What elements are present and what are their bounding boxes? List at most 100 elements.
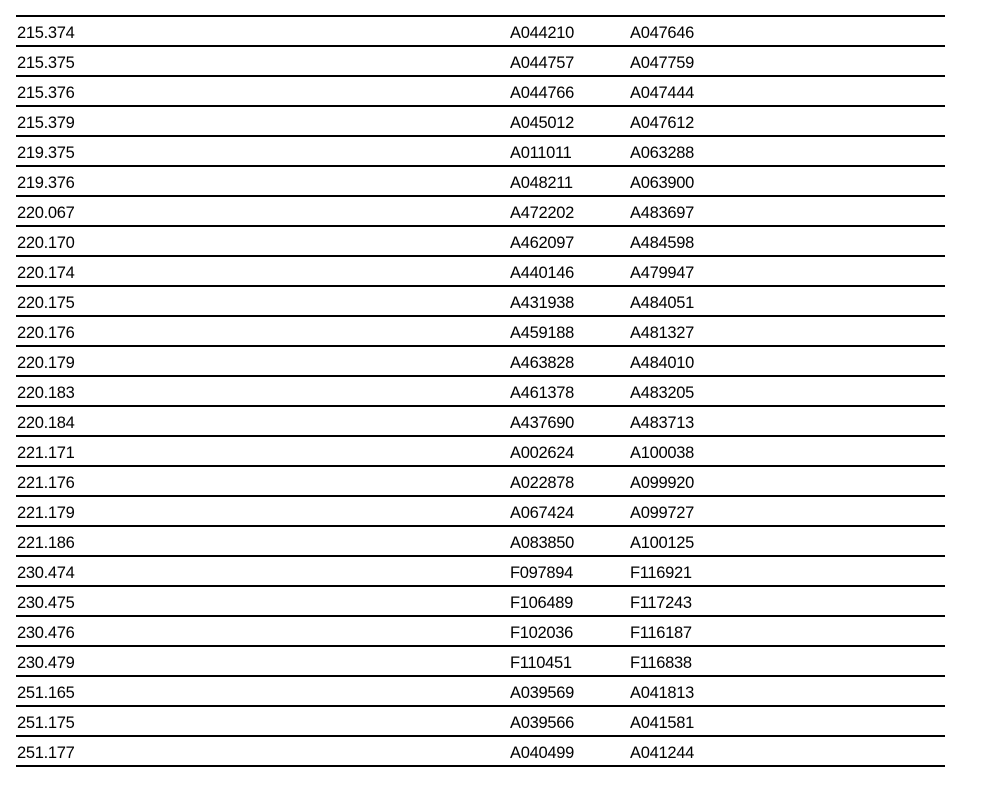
code-cell: 215.375 [17, 54, 75, 72]
end-id-cell: A041244 [630, 744, 694, 762]
end-id-cell: A484051 [630, 294, 694, 312]
table-row: 220.175 A431938 A484051 [16, 287, 945, 317]
code-cell: 230.479 [17, 654, 75, 672]
code-cell: 219.376 [17, 174, 75, 192]
table-row: 251.165 A039569 A041813 [16, 677, 945, 707]
start-id-cell: A462097 [510, 234, 574, 252]
table-row: 220.183 A461378 A483205 [16, 377, 945, 407]
table-row: 251.177 A040499 A041244 [16, 737, 945, 767]
code-cell: 220.179 [17, 354, 75, 372]
code-cell: 220.175 [17, 294, 75, 312]
table-row: 221.179 A067424 A099727 [16, 497, 945, 527]
table-row: 219.376 A048211 A063900 [16, 167, 945, 197]
end-id-cell: A483205 [630, 384, 694, 402]
start-id-cell: F097894 [510, 564, 574, 582]
code-cell: 221.171 [17, 444, 75, 462]
start-id-cell: A002624 [510, 444, 574, 462]
end-id-cell: A041581 [630, 714, 694, 732]
start-id-cell: A067424 [510, 504, 574, 522]
code-cell: 251.175 [17, 714, 75, 732]
end-id-cell: A484010 [630, 354, 694, 372]
table-row: 215.376 A044766 A047444 [16, 77, 945, 107]
end-id-cell: A100038 [630, 444, 694, 462]
end-id-cell: A483713 [630, 414, 694, 432]
end-id-cell: F116838 [630, 654, 692, 672]
code-cell: 220.183 [17, 384, 75, 402]
code-cell: 220.176 [17, 324, 75, 342]
code-cell: 215.374 [17, 24, 75, 42]
code-cell: 230.474 [17, 564, 75, 582]
table-row: 215.374 A044210 A047646 [16, 17, 945, 47]
end-id-cell: A099727 [630, 504, 694, 522]
code-cell: 215.376 [17, 84, 75, 102]
start-id-cell: F102036 [510, 624, 574, 642]
start-id-cell: A044757 [510, 54, 574, 72]
start-id-cell: A472202 [510, 204, 574, 222]
table-row: 221.186 A083850 A100125 [16, 527, 945, 557]
code-cell: 230.475 [17, 594, 75, 612]
table-row: 221.171 A002624 A100038 [16, 437, 945, 467]
end-id-cell: A063900 [630, 174, 694, 192]
start-id-cell: A459188 [510, 324, 574, 342]
start-id-cell: A083850 [510, 534, 574, 552]
end-id-cell: A041813 [630, 684, 694, 702]
start-id-cell: A044766 [510, 84, 574, 102]
table-row: 215.379 A045012 A047612 [16, 107, 945, 137]
code-cell: 221.176 [17, 474, 75, 492]
start-id-cell: A440146 [510, 264, 574, 282]
code-cell: 220.067 [17, 204, 75, 222]
end-id-cell: A479947 [630, 264, 694, 282]
start-id-cell: F106489 [510, 594, 574, 612]
table-row: 230.474 F097894 F116921 [16, 557, 945, 587]
table-row: 220.174 A440146 A479947 [16, 257, 945, 287]
end-id-cell: A047444 [630, 84, 694, 102]
code-cell: 230.476 [17, 624, 75, 642]
code-cell: 220.184 [17, 414, 75, 432]
table-row: 220.170 A462097 A484598 [16, 227, 945, 257]
start-id-cell: A039569 [510, 684, 574, 702]
start-id-cell: A461378 [510, 384, 574, 402]
table-row: 230.479 F110451 F116838 [16, 647, 945, 677]
data-table: 215.374 A044210 A047646 215.375 A044757 A0477… [16, 15, 945, 767]
end-id-cell: F116921 [630, 564, 692, 582]
start-id-cell: A048211 [510, 174, 573, 192]
table-row: 230.475 F106489 F117243 [16, 587, 945, 617]
end-id-cell: A481327 [630, 324, 694, 342]
table-row: 251.175 A039566 A041581 [16, 707, 945, 737]
table-row: 220.179 A463828 A484010 [16, 347, 945, 377]
table-row: 215.375 A044757 A047759 [16, 47, 945, 77]
end-id-cell: A484598 [630, 234, 694, 252]
table-row: 220.184 A437690 A483713 [16, 407, 945, 437]
code-cell: 220.170 [17, 234, 75, 252]
code-cell: 221.186 [17, 534, 75, 552]
end-id-cell: A047646 [630, 24, 694, 42]
table-row: 220.067 A472202 A483697 [16, 197, 945, 227]
code-cell: 215.379 [17, 114, 75, 132]
end-id-cell: A063288 [630, 144, 694, 162]
code-cell: 220.174 [17, 264, 75, 282]
table-row: 221.176 A022878 A099920 [16, 467, 945, 497]
start-id-cell: A045012 [510, 114, 574, 132]
start-id-cell: A040499 [510, 744, 574, 762]
code-cell: 221.179 [17, 504, 75, 522]
start-id-cell: A437690 [510, 414, 574, 432]
end-id-cell: A047759 [630, 54, 694, 72]
table-row: 219.375 A011011 A063288 [16, 137, 945, 167]
start-id-cell: A039566 [510, 714, 574, 732]
code-cell: 219.375 [17, 144, 75, 162]
table-row: 230.476 F102036 F116187 [16, 617, 945, 647]
end-id-cell: A099920 [630, 474, 694, 492]
code-cell: 251.165 [17, 684, 75, 702]
start-id-cell: A011011 [510, 144, 572, 162]
end-id-cell: A100125 [630, 534, 694, 552]
end-id-cell: F116187 [630, 624, 692, 642]
end-id-cell: F117243 [630, 594, 692, 612]
start-id-cell: A022878 [510, 474, 574, 492]
start-id-cell: A044210 [510, 24, 574, 42]
start-id-cell: A463828 [510, 354, 574, 372]
start-id-cell: F110451 [510, 654, 572, 672]
end-id-cell: A483697 [630, 204, 694, 222]
start-id-cell: A431938 [510, 294, 574, 312]
table-row: 220.176 A459188 A481327 [16, 317, 945, 347]
code-cell: 251.177 [17, 744, 75, 762]
